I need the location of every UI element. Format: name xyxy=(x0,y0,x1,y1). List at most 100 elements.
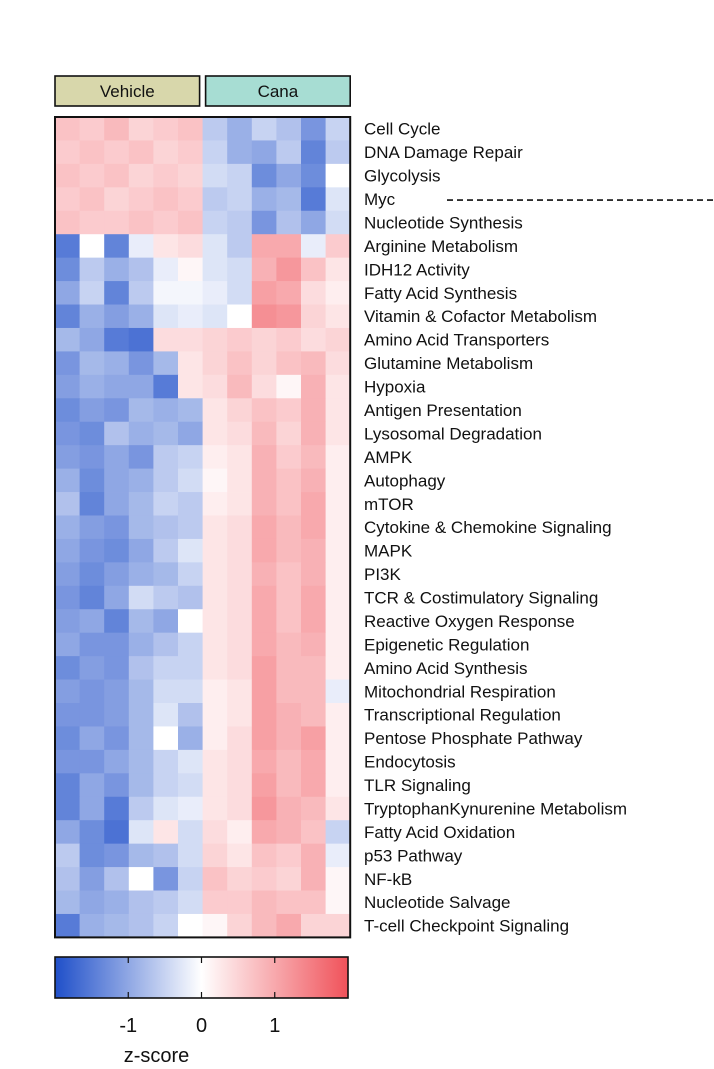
heatmap-cell xyxy=(178,913,203,938)
heatmap-cell xyxy=(178,421,203,446)
heatmap-cell xyxy=(128,515,154,540)
heatmap-cell xyxy=(325,609,351,634)
heatmap-cell xyxy=(153,867,179,891)
row-label: Epigenetic Regulation xyxy=(364,635,529,654)
row-label: NF-kB xyxy=(364,870,412,889)
heatmap-cell xyxy=(104,773,130,798)
heatmap-cell xyxy=(227,140,253,165)
heatmap-cell xyxy=(202,820,228,845)
heatmap-cell xyxy=(276,867,302,891)
row-label: TryptophanKynurenine Metabolism xyxy=(364,799,627,818)
row-label: Cytokine & Chemokine Signaling xyxy=(364,518,612,537)
row-label: TCR & Costimulatory Signaling xyxy=(364,589,598,608)
heatmap-cell xyxy=(251,468,277,493)
heatmap-cell xyxy=(79,327,105,352)
heatmap-cell xyxy=(104,515,130,540)
heatmap-cell xyxy=(104,796,130,821)
heatmap-cell xyxy=(325,492,351,516)
heatmap-cell xyxy=(55,374,80,399)
heatmap-cell xyxy=(55,726,80,751)
heatmap-cell xyxy=(153,843,179,868)
heatmap-cell xyxy=(79,304,105,329)
heatmap-cell xyxy=(325,515,351,540)
heatmap-cell xyxy=(55,703,80,727)
heatmap-cell xyxy=(251,445,277,469)
heatmap-cell xyxy=(104,538,130,563)
row-label: Reactive Oxygen Response xyxy=(364,612,575,631)
heatmap-cell xyxy=(153,468,179,493)
heatmap-cell xyxy=(104,187,130,212)
heatmap-cell xyxy=(104,421,130,446)
heatmap-cell xyxy=(276,749,302,774)
row-label: Amino Acid Synthesis xyxy=(364,659,527,678)
heatmap-cell xyxy=(128,163,154,188)
heatmap-cell xyxy=(79,867,105,891)
heatmap-cell xyxy=(227,562,253,587)
heatmap-cell xyxy=(301,140,326,165)
heatmap-cell xyxy=(104,445,130,469)
heatmap-cell xyxy=(153,749,179,774)
heatmap-cell xyxy=(55,585,80,610)
heatmap-cell xyxy=(79,726,105,751)
heatmap-cell xyxy=(55,163,80,188)
heatmap-cell xyxy=(55,820,80,845)
heatmap-cell xyxy=(55,421,80,446)
heatmap-cell xyxy=(251,656,277,680)
heatmap-cell xyxy=(104,327,130,352)
heatmap-cell xyxy=(276,304,302,329)
heatmap-cell xyxy=(178,726,203,751)
row-label: Lysosomal Degradation xyxy=(364,424,542,443)
heatmap-cell xyxy=(227,867,253,891)
heatmap-cell xyxy=(301,304,326,329)
heatmap-cell xyxy=(153,351,179,376)
heatmap-cell xyxy=(301,515,326,540)
heatmap-cell xyxy=(227,210,253,235)
heatmap-cell xyxy=(301,117,326,141)
heatmap-cell xyxy=(104,257,130,282)
heatmap-cell xyxy=(301,679,326,704)
heatmap-cell xyxy=(202,304,228,329)
row-label: Amino Acid Transporters xyxy=(364,331,549,350)
heatmap-cell xyxy=(153,703,179,727)
heatmap-cell xyxy=(276,796,302,821)
heatmap-cell xyxy=(202,703,228,727)
heatmap-cell xyxy=(55,515,80,540)
heatmap-cell xyxy=(178,632,203,657)
heatmap-cell xyxy=(301,468,326,493)
heatmap-cell xyxy=(153,163,179,188)
row-label: p53 Pathway xyxy=(364,846,463,865)
heatmap-cell xyxy=(104,749,130,774)
heatmap-cell xyxy=(178,515,203,540)
heatmap-cell xyxy=(55,632,80,657)
heatmap-cell xyxy=(227,820,253,845)
heatmap-cell xyxy=(128,445,154,469)
heatmap-cell xyxy=(301,187,326,212)
heatmap-cell xyxy=(227,257,253,282)
heatmap-cell xyxy=(104,632,130,657)
heatmap-cell xyxy=(153,492,179,516)
heatmap-cell xyxy=(153,609,179,634)
heatmap-cell xyxy=(276,210,302,235)
heatmap-cell xyxy=(55,234,80,259)
heatmap-cell xyxy=(251,796,277,821)
heatmap-cell xyxy=(301,374,326,399)
heatmap-cell xyxy=(251,679,277,704)
heatmap-cell xyxy=(301,796,326,821)
heatmap-cell xyxy=(301,327,326,352)
heatmap-cell xyxy=(104,703,130,727)
heatmap-cell xyxy=(227,374,253,399)
heatmap-cell xyxy=(178,257,203,282)
heatmap-cell xyxy=(276,468,302,493)
heatmap-cell xyxy=(276,703,302,727)
heatmap-cell xyxy=(301,656,326,680)
heatmap-cell xyxy=(104,890,130,915)
heatmap-cell xyxy=(202,140,228,165)
heatmap-cell xyxy=(153,421,179,446)
heatmap-cell xyxy=(79,351,105,376)
heatmap-cell xyxy=(276,562,302,587)
heatmap-cell xyxy=(325,234,351,259)
heatmap-cell xyxy=(55,773,80,798)
heatmap-cell xyxy=(276,163,302,188)
heatmap-cell xyxy=(251,257,277,282)
heatmap-cell xyxy=(251,538,277,563)
